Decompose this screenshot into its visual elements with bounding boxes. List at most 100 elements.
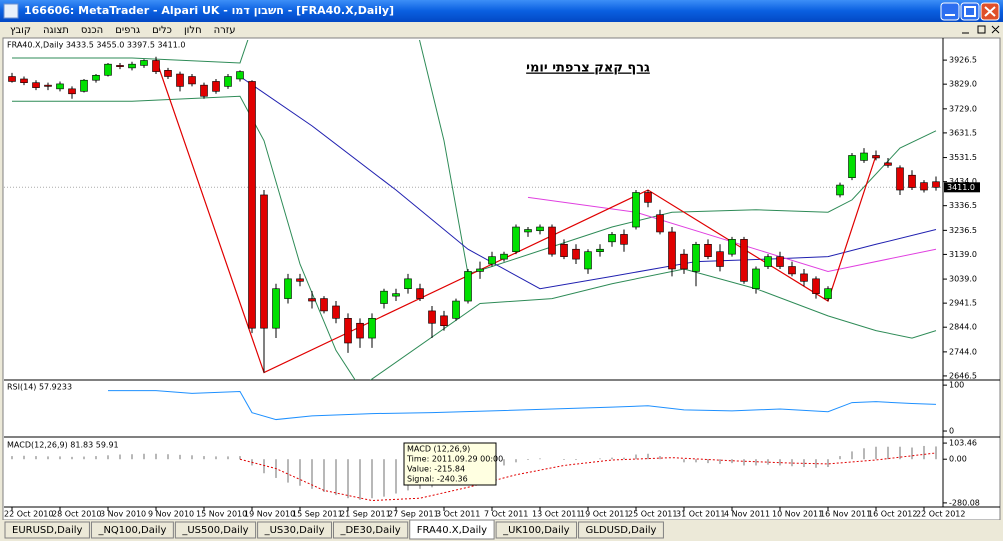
price-tick-label: 3336.5 (949, 201, 977, 210)
candle-body (668, 231, 676, 270)
macd-bar (179, 454, 181, 460)
candle-body (392, 293, 400, 297)
window-title: 166606: MetaTrader - Alpari UK - חשבון ד… (24, 4, 394, 17)
candle-body (68, 88, 76, 95)
macd-tick-label: -280.08 (949, 498, 980, 507)
macd-bar (323, 459, 325, 492)
chart-tab-label[interactable]: _NQ100,Daily (97, 525, 166, 536)
candle-body (236, 71, 244, 80)
candle-body (380, 290, 388, 304)
chart-tab-label[interactable]: EURUSD,Daily (12, 525, 83, 536)
price-tick-label: 3926.5 (949, 56, 977, 65)
candle-body (716, 251, 724, 267)
minimize-button[interactable] (940, 2, 960, 21)
candle-body (92, 74, 100, 81)
candle-body (584, 251, 592, 270)
macd-label: MACD(12,26,9) 81.83 59.91 (7, 441, 119, 450)
chart-tab[interactable] (578, 521, 664, 539)
candle-body (176, 73, 184, 87)
chart-tab-label[interactable]: GLDUSD,Daily (586, 525, 657, 536)
price-tick-label: 3039.0 (949, 275, 977, 284)
candle-body (524, 229, 532, 233)
candle-body (740, 239, 748, 282)
macd-bar (395, 459, 397, 494)
menu-item[interactable]: תצוגה (43, 25, 69, 36)
time-tick-label: 16 Nov 2011 (820, 510, 871, 519)
candle-body (32, 82, 40, 88)
candle-body (308, 298, 316, 302)
chart-tab-label[interactable]: _UK100,Daily (502, 525, 570, 536)
time-tick-label: 3 Oct 2011 (436, 510, 480, 519)
candle-body (692, 243, 700, 272)
candle-body (812, 278, 820, 294)
tooltip (403, 442, 497, 486)
candle-body (536, 226, 544, 232)
menu-item[interactable]: עזרה (214, 25, 236, 36)
macd-bar (83, 456, 85, 460)
macd-bar (47, 456, 49, 460)
macd-bar (659, 456, 661, 460)
candle-body (464, 271, 472, 302)
macd-bar (371, 459, 373, 499)
macd-bar (287, 459, 289, 483)
macd-bar (515, 459, 517, 463)
candle-body (656, 214, 664, 233)
chart-tab[interactable] (409, 519, 495, 540)
candle-body (428, 310, 436, 324)
tooltip-line: Time: 2011.09.29 00:00 (406, 455, 503, 464)
macd-bar (707, 459, 709, 464)
menu-item[interactable]: קובץ (10, 25, 31, 36)
candle-body (920, 182, 928, 191)
candle-body (452, 300, 460, 319)
chart-tab[interactable] (174, 521, 257, 539)
macd-bar (107, 455, 109, 460)
candle-body (548, 226, 556, 255)
macd-bar (935, 446, 937, 460)
macd-bar (827, 459, 829, 468)
macd-bar (35, 456, 37, 460)
child-window-buttons[interactable] (962, 25, 1000, 34)
chart-tab-label[interactable]: FRA40.X,Daily (417, 525, 487, 536)
macd-bar (899, 446, 901, 460)
candle-body (188, 76, 196, 85)
time-tick-label: 19 Nov 2010 (244, 510, 295, 519)
chart-tab-label[interactable]: _DE30,Daily (339, 525, 400, 536)
price-tick-label: 3236.5 (949, 226, 977, 235)
maximize-button[interactable] (960, 2, 980, 21)
macd-bar (239, 456, 241, 460)
candle-body (272, 288, 280, 329)
candle-body (476, 268, 484, 272)
price-tick-label: 2646.5 (949, 371, 977, 380)
chart-tab[interactable] (257, 521, 332, 539)
chart-tab-label[interactable]: _US30,Daily (264, 525, 325, 536)
last-price-box (944, 182, 980, 193)
chart-tab-label[interactable]: _US500,Daily (181, 525, 248, 536)
menu-item[interactable]: הכנס (81, 25, 103, 36)
candle-body (896, 167, 904, 191)
menu-item[interactable]: כלים (152, 25, 172, 36)
candle-body (212, 81, 220, 92)
macd-bar (527, 459, 529, 460)
candle-body (872, 155, 880, 159)
candle-body (596, 248, 604, 252)
chart-tab[interactable] (495, 521, 578, 539)
candle-body (152, 60, 160, 72)
menu-item[interactable]: חלון (184, 25, 202, 36)
time-tick-label: 4 Nov 2011 (724, 510, 770, 519)
macd-bar (563, 459, 565, 460)
macd-bar (755, 459, 757, 466)
candle-body (512, 226, 520, 252)
time-tick-label: 31 Oct 2011 (676, 510, 725, 519)
menu-item[interactable]: גרפים (115, 25, 140, 36)
time-tick-label: 15 Nov 2010 (196, 510, 247, 519)
candle-body (320, 298, 328, 312)
chart-tab[interactable] (332, 521, 409, 539)
chart-tab[interactable] (4, 521, 90, 539)
macd-bar (503, 459, 505, 466)
candle-body (680, 253, 688, 270)
chart-tab[interactable] (90, 521, 174, 539)
candle-body (836, 184, 844, 196)
time-tick-label: 22 Oct 2010 (4, 510, 53, 519)
candle-body (56, 83, 64, 90)
macd-bar (875, 446, 877, 460)
